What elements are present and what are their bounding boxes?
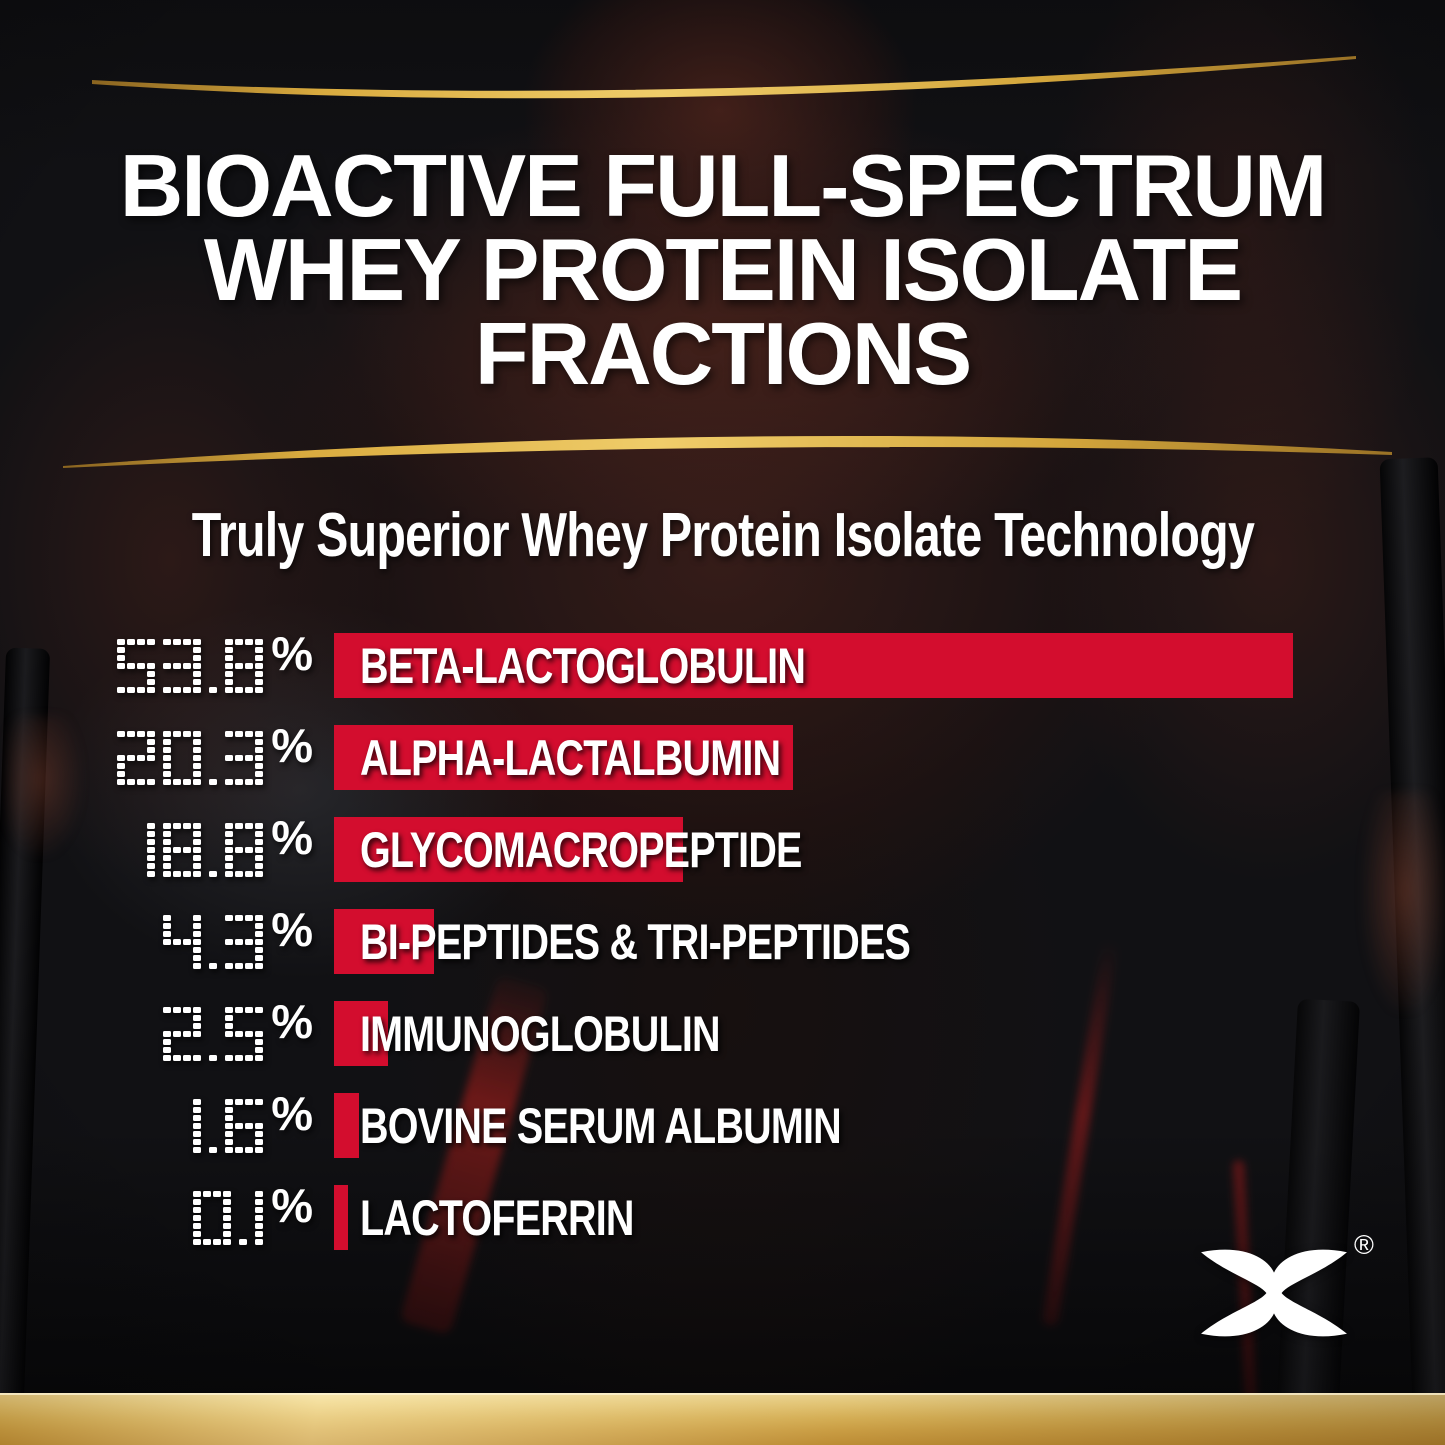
digit-glyph — [225, 1006, 264, 1061]
digit-glyph — [225, 1098, 264, 1153]
digit-glyph — [209, 639, 218, 693]
bar-value-label: % — [80, 998, 313, 1061]
bar-value-digits — [193, 1190, 264, 1245]
bar-category-label: BOVINE SERUM ALBUMIN — [360, 1097, 842, 1154]
gold-footer-band — [0, 1393, 1445, 1445]
fractions-chart: % BETA-LACTOGLOBULIN % ALPHA-LACTALBUMIN… — [80, 630, 1445, 1250]
subtitle-text: Truly Superior Whey Protein Isolate Tech… — [191, 501, 1254, 570]
brand-logo: ® — [1198, 1232, 1374, 1346]
gold-swoosh-middle — [63, 435, 1392, 468]
bar-track: BOVINE SERUM ALBUMIN — [334, 1093, 1445, 1158]
percent-sign: % — [271, 1086, 313, 1140]
digit-glyph — [209, 823, 218, 877]
bar — [334, 1185, 348, 1250]
digit-glyph — [163, 1006, 202, 1061]
digit-glyph — [163, 730, 202, 785]
gold-swoosh-top — [92, 56, 1356, 99]
percent-sign: % — [271, 994, 313, 1048]
bar-category-label: ALPHA-LACTALBUMIN — [360, 729, 781, 786]
digit-glyph — [225, 914, 264, 969]
percent-sign: % — [271, 626, 313, 680]
bar-value-label: % — [80, 630, 313, 693]
percent-sign: % — [271, 718, 313, 772]
bar — [334, 1001, 388, 1066]
digit-glyph — [117, 730, 156, 785]
bar-value-digits — [193, 1098, 264, 1153]
bar-value-label: % — [80, 1090, 313, 1153]
bar-value-digits — [117, 638, 264, 693]
bar-category-label: BETA-LACTOGLOBULIN — [360, 637, 806, 694]
chart-row: % BOVINE SERUM ALBUMIN — [80, 1090, 1445, 1158]
bar-value-label: % — [80, 722, 313, 785]
digit-glyph — [163, 638, 202, 693]
digit-glyph — [225, 638, 264, 693]
chart-row: % ALPHA-LACTALBUMIN — [80, 722, 1445, 790]
digit-glyph — [163, 822, 202, 877]
digit-glyph — [193, 1190, 232, 1245]
chart-row: % IMMUNOGLOBULIN — [80, 998, 1445, 1066]
page-title: BIOACTIVE FULL-SPECTRUM WHEY PROTEIN ISO… — [0, 136, 1445, 403]
chart-row: % BETA-LACTOGLOBULIN — [80, 630, 1445, 698]
bar-track: IMMUNOGLOBULIN — [334, 1001, 1445, 1066]
digit-glyph — [209, 1007, 218, 1061]
bar — [334, 909, 434, 974]
bar-value-label: % — [80, 1182, 313, 1245]
bar-category-label: BI-PEPTIDES & TRI-PEPTIDES — [360, 913, 911, 970]
title-line-3: FRACTIONS — [474, 304, 972, 403]
bar-track: BI-PEPTIDES & TRI-PEPTIDES — [334, 909, 1445, 974]
bar-value-label: % — [80, 814, 313, 877]
registered-trademark-symbol: ® — [1354, 1230, 1374, 1260]
bar — [334, 725, 793, 790]
percent-sign: % — [271, 902, 313, 956]
x-logo-icon — [1201, 1249, 1347, 1337]
digit-glyph — [209, 731, 218, 785]
chart-row: % BI-PEPTIDES & TRI-PEPTIDES — [80, 906, 1445, 974]
percent-sign: % — [271, 1178, 313, 1232]
digit-glyph — [225, 822, 264, 877]
digit-glyph — [239, 1191, 248, 1245]
digit-glyph — [255, 1190, 264, 1245]
bar-value-digits — [163, 1006, 264, 1061]
bar-value-digits — [163, 914, 264, 969]
digit-glyph — [225, 730, 264, 785]
bar-value-digits — [117, 730, 264, 785]
chart-row: % LACTOFERRIN — [80, 1182, 1445, 1250]
page-subtitle: Truly Superior Whey Protein Isolate Tech… — [0, 504, 1445, 568]
bar-category-label: IMMUNOGLOBULIN — [360, 1005, 721, 1062]
digit-glyph — [163, 914, 202, 969]
digit-glyph — [209, 1099, 218, 1153]
bar — [334, 817, 683, 882]
digit-glyph — [193, 1098, 202, 1153]
digit-glyph — [117, 638, 156, 693]
digit-glyph — [147, 822, 156, 877]
bar-category-label: GLYCOMACROPEPTIDE — [360, 821, 802, 878]
bar-track: GLYCOMACROPEPTIDE — [334, 817, 1445, 882]
bar-value-digits — [147, 822, 264, 877]
bar-category-label: LACTOFERRIN — [360, 1189, 634, 1246]
bar-track: LACTOFERRIN — [334, 1185, 1445, 1250]
title-line-2: WHEY PROTEIN ISOLATE — [203, 220, 1243, 319]
title-line-1: BIOACTIVE FULL-SPECTRUM — [119, 136, 1328, 235]
bar-value-label: % — [80, 906, 313, 969]
bar-track: ALPHA-LACTALBUMIN — [334, 725, 1445, 790]
bar — [334, 633, 1293, 698]
bar — [334, 1093, 359, 1158]
bar-track: BETA-LACTOGLOBULIN — [334, 633, 1445, 698]
chart-row: % GLYCOMACROPEPTIDE — [80, 814, 1445, 882]
percent-sign: % — [271, 810, 313, 864]
digit-glyph — [209, 915, 218, 969]
